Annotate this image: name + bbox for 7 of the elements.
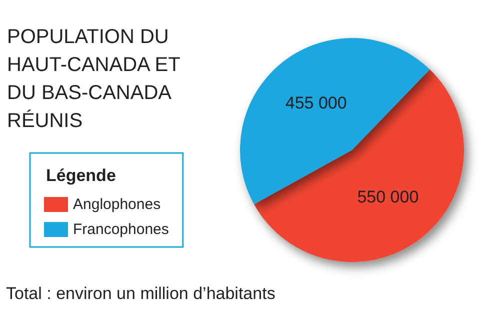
data-label: 455 000: [285, 94, 347, 113]
legend-title: Légende: [46, 166, 116, 185]
text: POPULATION DU HAUT-CANADA ET DU BAS-CANADA RÉUNIS: [7, 26, 186, 132]
legend-label: Anglophones: [73, 196, 161, 213]
data-label: 550 000: [357, 187, 419, 206]
legend-label: Francophones: [73, 221, 169, 238]
text: Total : environ un million d’habitants: [6, 284, 276, 303]
